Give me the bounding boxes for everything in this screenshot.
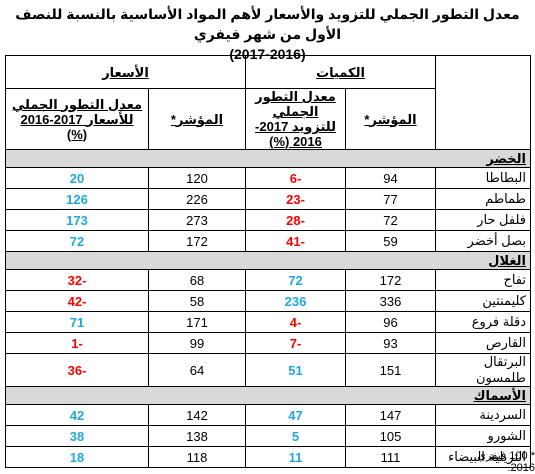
- index-value: 111: [345, 446, 436, 468]
- index-value: 105: [345, 425, 436, 447]
- change-value: 38: [5, 425, 149, 447]
- change-value: 72: [5, 230, 149, 252]
- change-value: -28: [245, 209, 346, 231]
- corner-cell: [435, 55, 531, 150]
- index-value: 138: [148, 425, 246, 447]
- group-header: الأسعار: [5, 55, 246, 89]
- column-header: معدل التطور الجملي للأسعار 2017-2016 (%): [5, 88, 149, 150]
- data-row: فلفل حار 72 -28 273 173: [5, 209, 531, 231]
- header-row: الكميات الأسعار: [5, 55, 531, 150]
- change-value: 173: [5, 209, 149, 231]
- data-row: التريلية البيضاء 111 11 118 18: [5, 446, 531, 468]
- index-value: 172: [345, 269, 436, 291]
- index-value: 226: [148, 188, 246, 210]
- product: الشورو: [435, 425, 531, 447]
- change-value: 42: [5, 404, 149, 426]
- group-header: الكميات: [245, 55, 436, 89]
- section-name: الغلال: [5, 251, 531, 270]
- index-value: 99: [148, 332, 246, 354]
- change-value: -7: [245, 332, 346, 354]
- column-header: معدل التطور الجملي للتزويد 2017-2016 (%): [245, 88, 346, 150]
- change-value: 126: [5, 188, 149, 210]
- index-value: 151: [345, 353, 436, 387]
- table-body: الخضر البطاطا 94 -6 120 20 طماطم 77 -23 226 126 فلف…: [5, 149, 531, 468]
- change-value: 20: [5, 167, 149, 189]
- data-table: الكميات الأسعار المؤشر* معدل التطور الجم…: [5, 55, 531, 468]
- change-value: -6: [245, 167, 346, 189]
- change-value: 71: [5, 311, 149, 333]
- data-row: الشورو 105 5 138 38: [5, 425, 531, 447]
- change-value: 51: [245, 353, 346, 387]
- change-value: -4: [245, 311, 346, 333]
- index-value: 77: [345, 188, 436, 210]
- change-value: -41: [245, 230, 346, 252]
- data-row: طماطم 77 -23 226 126: [5, 188, 531, 210]
- change-value: 11: [245, 446, 346, 468]
- data-row: دقلة فروع 96 -4 171 71: [5, 311, 531, 333]
- product: القارص: [435, 332, 531, 354]
- product: فلفل حار: [435, 209, 531, 231]
- change-value: -36: [5, 353, 149, 387]
- product: دقلة فروع: [435, 311, 531, 333]
- product: البطاطا: [435, 167, 531, 189]
- index-value: 118: [148, 446, 246, 468]
- change-value: -23: [245, 188, 346, 210]
- column-header: المؤشر*: [345, 88, 436, 150]
- data-row: كليمنتين 336 236 58 -42: [5, 290, 531, 312]
- product: البرتقال طلمسون: [435, 353, 531, 387]
- index-value: 59: [345, 230, 436, 252]
- footnote: * 100 فيفري 2016.: [477, 450, 535, 474]
- index-value: 273: [148, 209, 246, 231]
- change-value: 72: [245, 269, 346, 291]
- product: كليمنتين: [435, 290, 531, 312]
- index-value: 68: [148, 269, 246, 291]
- product: السردينة: [435, 404, 531, 426]
- section-name: الخضر: [5, 149, 531, 168]
- index-value: 93: [345, 332, 436, 354]
- data-row: تفاح 172 72 68 -32: [5, 269, 531, 291]
- product: بصل أخضر: [435, 230, 531, 252]
- index-value: 58: [148, 290, 246, 312]
- product: التريلية البيضاء: [435, 446, 531, 468]
- product: تفاح: [435, 269, 531, 291]
- data-row: السردينة 147 47 142 42: [5, 404, 531, 426]
- section-row: الخضر: [5, 149, 531, 168]
- index-value: 120: [148, 167, 246, 189]
- index-value: 72: [345, 209, 436, 231]
- index-value: 64: [148, 353, 246, 387]
- change-value: 236: [245, 290, 346, 312]
- data-row: البطاطا 94 -6 120 20: [5, 167, 531, 189]
- change-value: 18: [5, 446, 149, 468]
- index-value: 94: [345, 167, 436, 189]
- change-value: 5: [245, 425, 346, 447]
- index-value: 171: [148, 311, 246, 333]
- product: طماطم: [435, 188, 531, 210]
- index-value: 142: [148, 404, 246, 426]
- data-row: البرتقال طلمسون 151 51 64 -36: [5, 353, 531, 387]
- title: معدل التطور الجملي للتزويد والأسعار لأهم…: [15, 6, 520, 42]
- change-value: 47: [245, 404, 346, 426]
- index-value: 147: [345, 404, 436, 426]
- section-row: الأسماك: [5, 386, 531, 405]
- index-value: 96: [345, 311, 436, 333]
- index-value: 336: [345, 290, 436, 312]
- section-row: الغلال: [5, 251, 531, 270]
- change-value: -1: [5, 332, 149, 354]
- data-row: بصل أخضر 59 -41 172 72: [5, 230, 531, 252]
- index-value: 172: [148, 230, 246, 252]
- section-name: الأسماك: [5, 386, 531, 405]
- change-value: -32: [5, 269, 149, 291]
- column-header: المؤشر*: [148, 88, 246, 150]
- change-value: -42: [5, 290, 149, 312]
- data-row: القارص 93 -7 99 -1: [5, 332, 531, 354]
